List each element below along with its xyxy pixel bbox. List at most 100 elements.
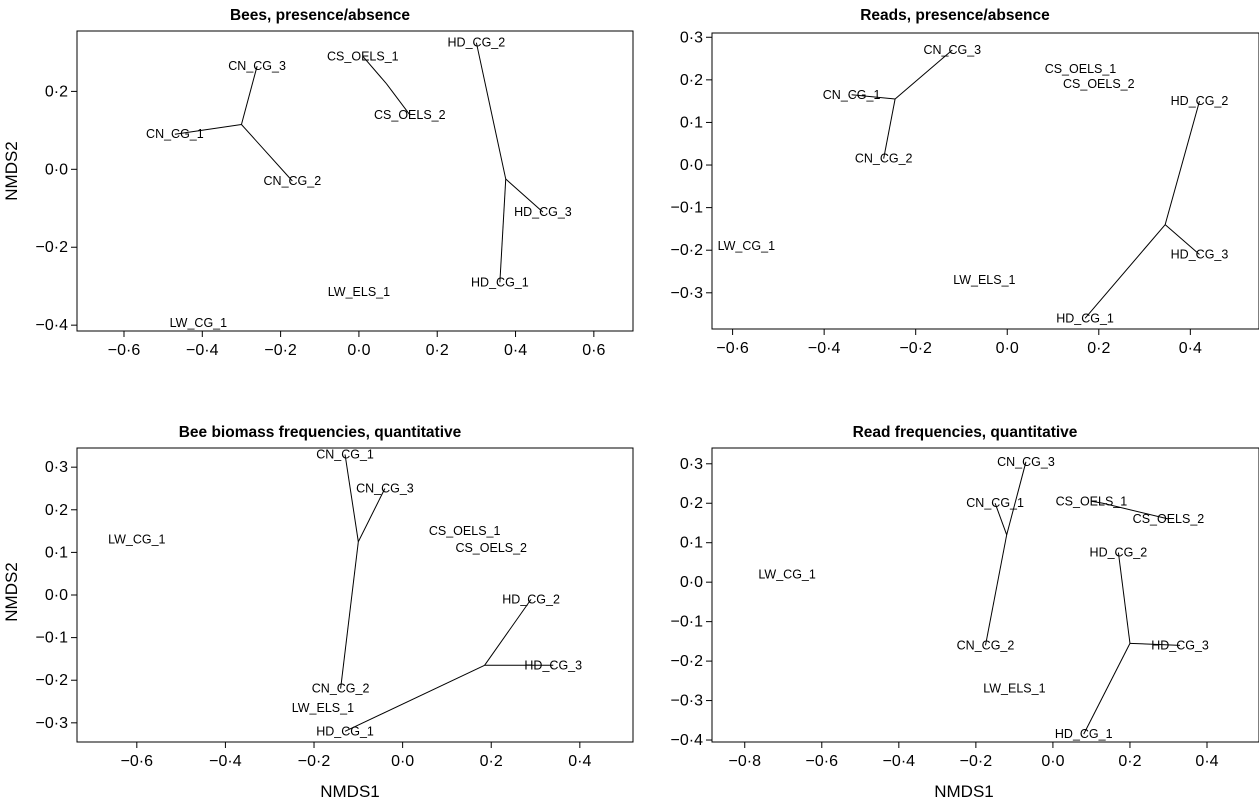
y-tick-label: −0·3 <box>36 715 69 732</box>
point-label: LW_ELS_1 <box>953 273 1015 287</box>
y-tick-label: −0·4 <box>671 732 704 749</box>
panel-read-frequencies-quantitative: Read frequencies, quantitative NMDS1 −0·… <box>671 424 1259 801</box>
y-tick-label: 0·0 <box>45 587 68 604</box>
x-tick-label: 0·0 <box>391 753 414 770</box>
spider-line <box>1164 101 1200 225</box>
y-tick-label: −0·1 <box>671 200 704 217</box>
y-tick-label: −0·2 <box>671 242 704 259</box>
x-tick-label: −0·4 <box>808 340 841 357</box>
y-tick-label: −0·2 <box>36 239 69 256</box>
point-label: CN_CG_1 <box>316 447 374 461</box>
spider-line <box>505 178 544 213</box>
panel-reads-presence-absence: Reads, presence/absence −0·6 −0·4 −0·2 0·0 0… <box>671 7 1259 357</box>
spider-line <box>499 179 507 283</box>
point-label: CN_CG_1 <box>966 496 1024 510</box>
x-tick-label: 0·2 <box>1087 340 1110 357</box>
x-tick-label: 0·2 <box>1118 753 1141 770</box>
point-label: CN_CG_1 <box>823 88 881 102</box>
point-label: HD_CG_1 <box>1056 311 1114 325</box>
spider-line <box>362 55 387 84</box>
panel-title: Bee biomass frequencies, quantitative <box>179 424 462 441</box>
x-tick-label: −0·4 <box>186 342 219 359</box>
y-tick-label: 0·3 <box>45 459 68 476</box>
point-label: CN_CG_1 <box>146 127 204 141</box>
point-label: HD_CG_1 <box>1055 727 1113 741</box>
y-tick-label: 0·2 <box>45 502 68 519</box>
point-label: HD_CG_3 <box>1171 247 1229 261</box>
point-label: HD_CG_2 <box>1090 546 1148 560</box>
x-tick-label: 0·4 <box>1179 340 1202 357</box>
x-tick-label: 0·4 <box>568 753 591 770</box>
y-tick-label: 0·1 <box>45 544 68 561</box>
x-tick-label: 0·0 <box>347 342 370 359</box>
point-label: LW_ELS_1 <box>292 701 354 715</box>
spider-line <box>1083 643 1131 735</box>
plot-frame <box>711 447 1259 743</box>
y-axis-title: NMDS2 <box>2 562 21 622</box>
y-tick-label: −0·3 <box>671 693 704 710</box>
spider-line <box>240 65 258 125</box>
point-label: CS_OELS_2 <box>1063 77 1135 91</box>
x-tick-label: −0·4 <box>883 753 916 770</box>
x-tick-label: 0·6 <box>582 342 605 359</box>
point-label: LW_ELS_1 <box>328 285 390 299</box>
point-label: CN_CG_2 <box>312 682 370 696</box>
point-label: HD_CG_2 <box>502 592 560 606</box>
y-tick-label: 0·2 <box>680 72 703 89</box>
point-label: HD_CG_3 <box>514 205 572 219</box>
x-tick-label: −0·4 <box>209 753 242 770</box>
x-tick-label: 0·2 <box>480 753 503 770</box>
x-tick-label: 0·0 <box>1041 753 1064 770</box>
x-tick-label: 0·4 <box>1195 753 1218 770</box>
point-label: HD_CG_3 <box>1151 638 1209 652</box>
point-label: CS_OELS_1 <box>1045 62 1117 76</box>
spider-line <box>241 124 293 182</box>
x-tick-label: −0·6 <box>806 753 839 770</box>
spider-line <box>985 534 1008 646</box>
point-label: CN_CG_3 <box>356 481 414 495</box>
y-tick-label: 0·2 <box>680 495 703 512</box>
y-tick-label: 0·3 <box>680 456 703 473</box>
spider-line <box>994 503 1008 535</box>
spider-line <box>340 541 359 689</box>
y-tick-label: −0·1 <box>671 614 704 631</box>
panel-title: Reads, presence/absence <box>860 7 1050 24</box>
spider-line <box>1129 642 1181 646</box>
point-label: CS_OELS_2 <box>455 541 527 555</box>
y-axis-title: NMDS2 <box>2 141 21 201</box>
point-label: LW_CG_1 <box>758 567 815 581</box>
panel-title: Read frequencies, quantitative <box>853 424 1078 441</box>
point-label: HD_CG_1 <box>471 275 529 289</box>
spider-line <box>475 42 507 180</box>
point-label: HD_CG_2 <box>448 36 506 50</box>
point-label: LW_ELS_1 <box>983 682 1045 696</box>
x-tick-label: −0·6 <box>716 340 749 357</box>
point-label: CN_CG_3 <box>923 43 981 57</box>
point-label: CS_OELS_1 <box>429 524 501 538</box>
point-label: LW_CG_1 <box>718 239 775 253</box>
y-tick-label: −0·4 <box>36 317 69 334</box>
x-tick-label: 0·0 <box>996 340 1019 357</box>
point-label: HD_CG_2 <box>1171 94 1229 108</box>
spider-line <box>1164 224 1200 255</box>
spider-line <box>1117 552 1131 644</box>
point-label: CS_OELS_1 <box>327 49 399 63</box>
x-tick-label: −0·6 <box>121 753 154 770</box>
x-tick-label: −0·2 <box>960 753 993 770</box>
point-label: CN_CG_2 <box>855 152 913 166</box>
point-label: HD_CG_1 <box>316 724 374 738</box>
spider-line <box>851 94 896 100</box>
point-label: CN_CG_3 <box>997 455 1055 469</box>
spider-line <box>894 49 953 100</box>
x-axis-title: NMDS1 <box>320 782 380 801</box>
point-label: CS_OELS_2 <box>374 108 446 122</box>
plot-frame <box>711 32 1259 330</box>
y-tick-label: 0·0 <box>680 574 703 591</box>
spider-line <box>484 598 532 666</box>
x-tick-label: −0·2 <box>298 753 331 770</box>
point-label: LW_CG_1 <box>108 533 165 547</box>
point-label: CN_CG_2 <box>957 638 1015 652</box>
point-label: CS_OELS_1 <box>1056 494 1128 508</box>
